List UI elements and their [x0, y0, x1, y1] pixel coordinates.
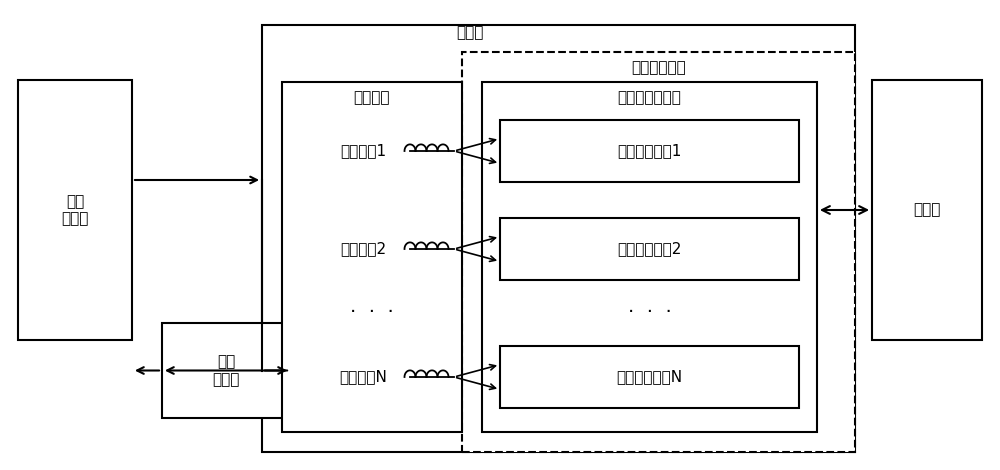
Bar: [282, 82, 462, 432]
Bar: [18, 80, 132, 340]
Text: 调理采集电路2: 调理采集电路2: [617, 242, 682, 257]
Text: 调理采集电路N: 调理采集电路N: [616, 369, 683, 384]
Bar: [872, 80, 982, 340]
Bar: [462, 52, 855, 452]
Text: 交流
恒压源: 交流 恒压源: [61, 194, 89, 226]
Bar: [482, 82, 817, 432]
Text: 感应线圈N: 感应线圈N: [339, 369, 387, 384]
Text: 感应线圈1: 感应线圈1: [340, 143, 386, 158]
Text: ·  ·  ·: · · ·: [628, 304, 671, 322]
Text: 传感器接口单元: 传感器接口单元: [618, 90, 681, 105]
Text: 磁传感器: 磁传感器: [354, 90, 390, 105]
Bar: [500, 346, 799, 408]
Bar: [262, 25, 855, 452]
Text: 多路接收通道: 多路接收通道: [631, 60, 686, 75]
Text: 调理采集电路1: 调理采集电路1: [617, 143, 682, 158]
Text: 螺线管: 螺线管: [456, 25, 483, 40]
Text: ·  ·  ·: · · ·: [350, 304, 394, 322]
Bar: [500, 120, 799, 182]
Bar: [162, 323, 290, 418]
Text: 数字
万用表: 数字 万用表: [212, 354, 240, 387]
Text: 感应线圈2: 感应线圈2: [340, 242, 386, 257]
Text: 上位机: 上位机: [913, 203, 941, 218]
Bar: [500, 218, 799, 280]
